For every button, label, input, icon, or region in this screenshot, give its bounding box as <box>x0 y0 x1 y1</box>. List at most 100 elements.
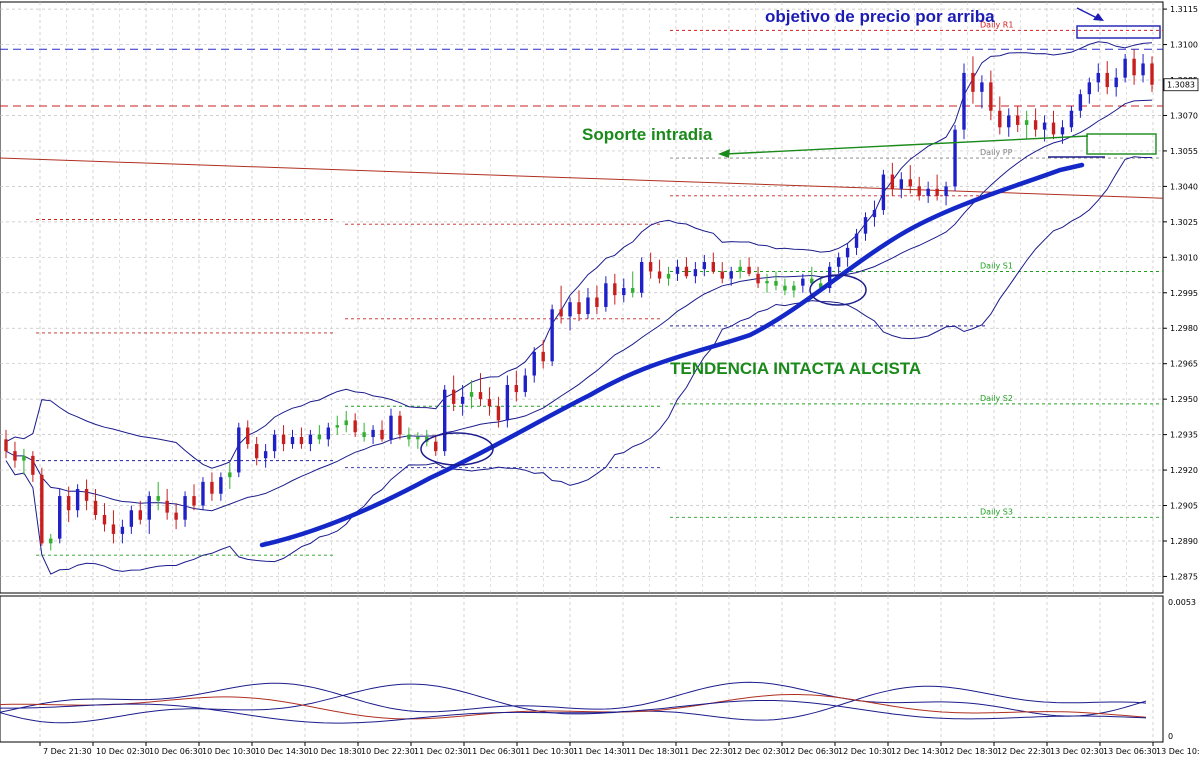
candle-body <box>460 396 465 404</box>
long-ma-line <box>0 157 1164 199</box>
y-tick-label: 1.3100 <box>1170 41 1198 50</box>
candle-body <box>425 436 429 442</box>
y-tick-label: 1.3040 <box>1170 182 1198 191</box>
candle-body <box>1141 63 1145 76</box>
candle-body <box>980 82 984 92</box>
x-tick-label: 12 Dec 06:30 <box>785 747 839 756</box>
candle-body <box>792 285 796 291</box>
candle-body <box>577 302 581 315</box>
candle-body <box>819 283 823 289</box>
candle-body <box>1096 72 1100 83</box>
y-tick-label: 1.2890 <box>1170 537 1198 546</box>
osc-line-1 <box>0 683 1147 724</box>
candle-body <box>1150 63 1154 85</box>
target-box <box>1076 25 1161 39</box>
axes: 1.31151.31001.30851.30701.30551.30401.30… <box>39 5 1200 756</box>
y-tick-label: 1.2995 <box>1170 289 1198 298</box>
candle-body <box>890 174 895 189</box>
current-price-label: 1.3083 <box>1167 81 1195 90</box>
candle-body <box>31 455 35 475</box>
candle-body <box>675 266 680 274</box>
x-tick-label: 12 Dec 22:30 <box>997 747 1051 756</box>
current-price-box <box>1163 78 1199 92</box>
candle-body <box>407 434 411 440</box>
y-tick-label: 1.3115 <box>1170 5 1198 14</box>
candle-body <box>75 488 80 511</box>
x-tick-label: 10 Dec 06:30 <box>149 747 203 756</box>
y-tick-label: 1.2875 <box>1170 572 1198 581</box>
candle-body <box>559 309 563 317</box>
candle-body <box>541 351 545 362</box>
candle-body <box>263 451 268 459</box>
candle-body <box>532 351 536 376</box>
candle-body <box>156 496 160 501</box>
grid <box>0 1 1164 743</box>
support-box <box>1086 133 1157 155</box>
candle-body <box>299 436 304 445</box>
support-arrow-line <box>724 135 1089 155</box>
trend-annotation: TENDENCIA INTACTA ALCISTA <box>670 359 921 378</box>
candle-body <box>272 434 277 452</box>
candle-body <box>1042 122 1047 130</box>
x-tick-label: 11 Dec 22:30 <box>679 747 733 756</box>
x-tick-label: 10 Dec 14:30 <box>255 747 309 756</box>
y-tick-label: 1.2950 <box>1170 395 1198 404</box>
candle-body <box>398 415 402 435</box>
candle-body <box>237 427 241 473</box>
x-tick-label: 12 Dec 10:30 <box>838 747 892 756</box>
candle-body <box>845 247 850 258</box>
candle-body <box>254 444 259 459</box>
pivot-label: Daily S1 <box>980 261 1013 270</box>
candle-body <box>496 406 501 421</box>
candle-body <box>747 266 751 274</box>
candle-body <box>478 392 483 400</box>
x-tick-label: 11 Dec 18:30 <box>626 747 680 756</box>
x-tick-label: 11 Dec 10:30 <box>520 747 574 756</box>
candle-body <box>192 496 196 506</box>
candle-body <box>989 82 993 111</box>
x-tick-label: 12 Dec 02:30 <box>732 747 786 756</box>
candle-body <box>451 389 456 404</box>
target-annotation: objetivo de precio por arriba <box>765 7 995 26</box>
candle-body <box>926 188 930 196</box>
candle-body <box>228 472 232 478</box>
highlight-ellipse <box>809 274 867 306</box>
candle-body <box>1132 58 1136 76</box>
candle-body <box>4 439 8 452</box>
candle-body <box>836 257 841 267</box>
bb-upper <box>5 41 1153 469</box>
x-tick-label: 11 Dec 02:30 <box>414 747 468 756</box>
candle-body <box>586 297 590 315</box>
sub-y-tick-label: 0.0053 <box>1168 598 1196 607</box>
candle-body <box>13 451 17 461</box>
candle-body <box>487 399 492 407</box>
candle-body <box>246 427 250 445</box>
x-tick-label: 10 Dec 22:30 <box>361 747 415 756</box>
candle-body <box>899 179 904 189</box>
candle-body <box>147 496 151 520</box>
candle-body <box>308 434 313 445</box>
annotation-shapes <box>259 7 1161 548</box>
candle-body <box>371 429 375 437</box>
candle-body <box>138 510 142 520</box>
candle-body <box>693 269 698 277</box>
support-annotation: Soporte intradia <box>582 125 713 144</box>
y-tick-label: 1.2920 <box>1170 466 1198 475</box>
x-tick-label: 11 Dec 06:30 <box>467 747 521 756</box>
candle-body <box>568 302 572 317</box>
candle-body <box>443 389 447 452</box>
candle-body <box>872 210 877 218</box>
candle-body <box>657 271 662 279</box>
candle-body <box>1051 122 1056 135</box>
candle-body <box>120 526 125 534</box>
y-tick-label: 1.3010 <box>1170 253 1198 262</box>
candle-body <box>1033 120 1038 130</box>
candle-body <box>22 455 26 461</box>
candle-body <box>962 72 966 130</box>
candle-body <box>935 188 939 196</box>
y-tick-label: 1.2905 <box>1170 502 1198 511</box>
candle-body <box>1078 94 1083 111</box>
candle-body <box>1016 115 1020 125</box>
y-tick-label: 1.3055 <box>1170 147 1198 156</box>
